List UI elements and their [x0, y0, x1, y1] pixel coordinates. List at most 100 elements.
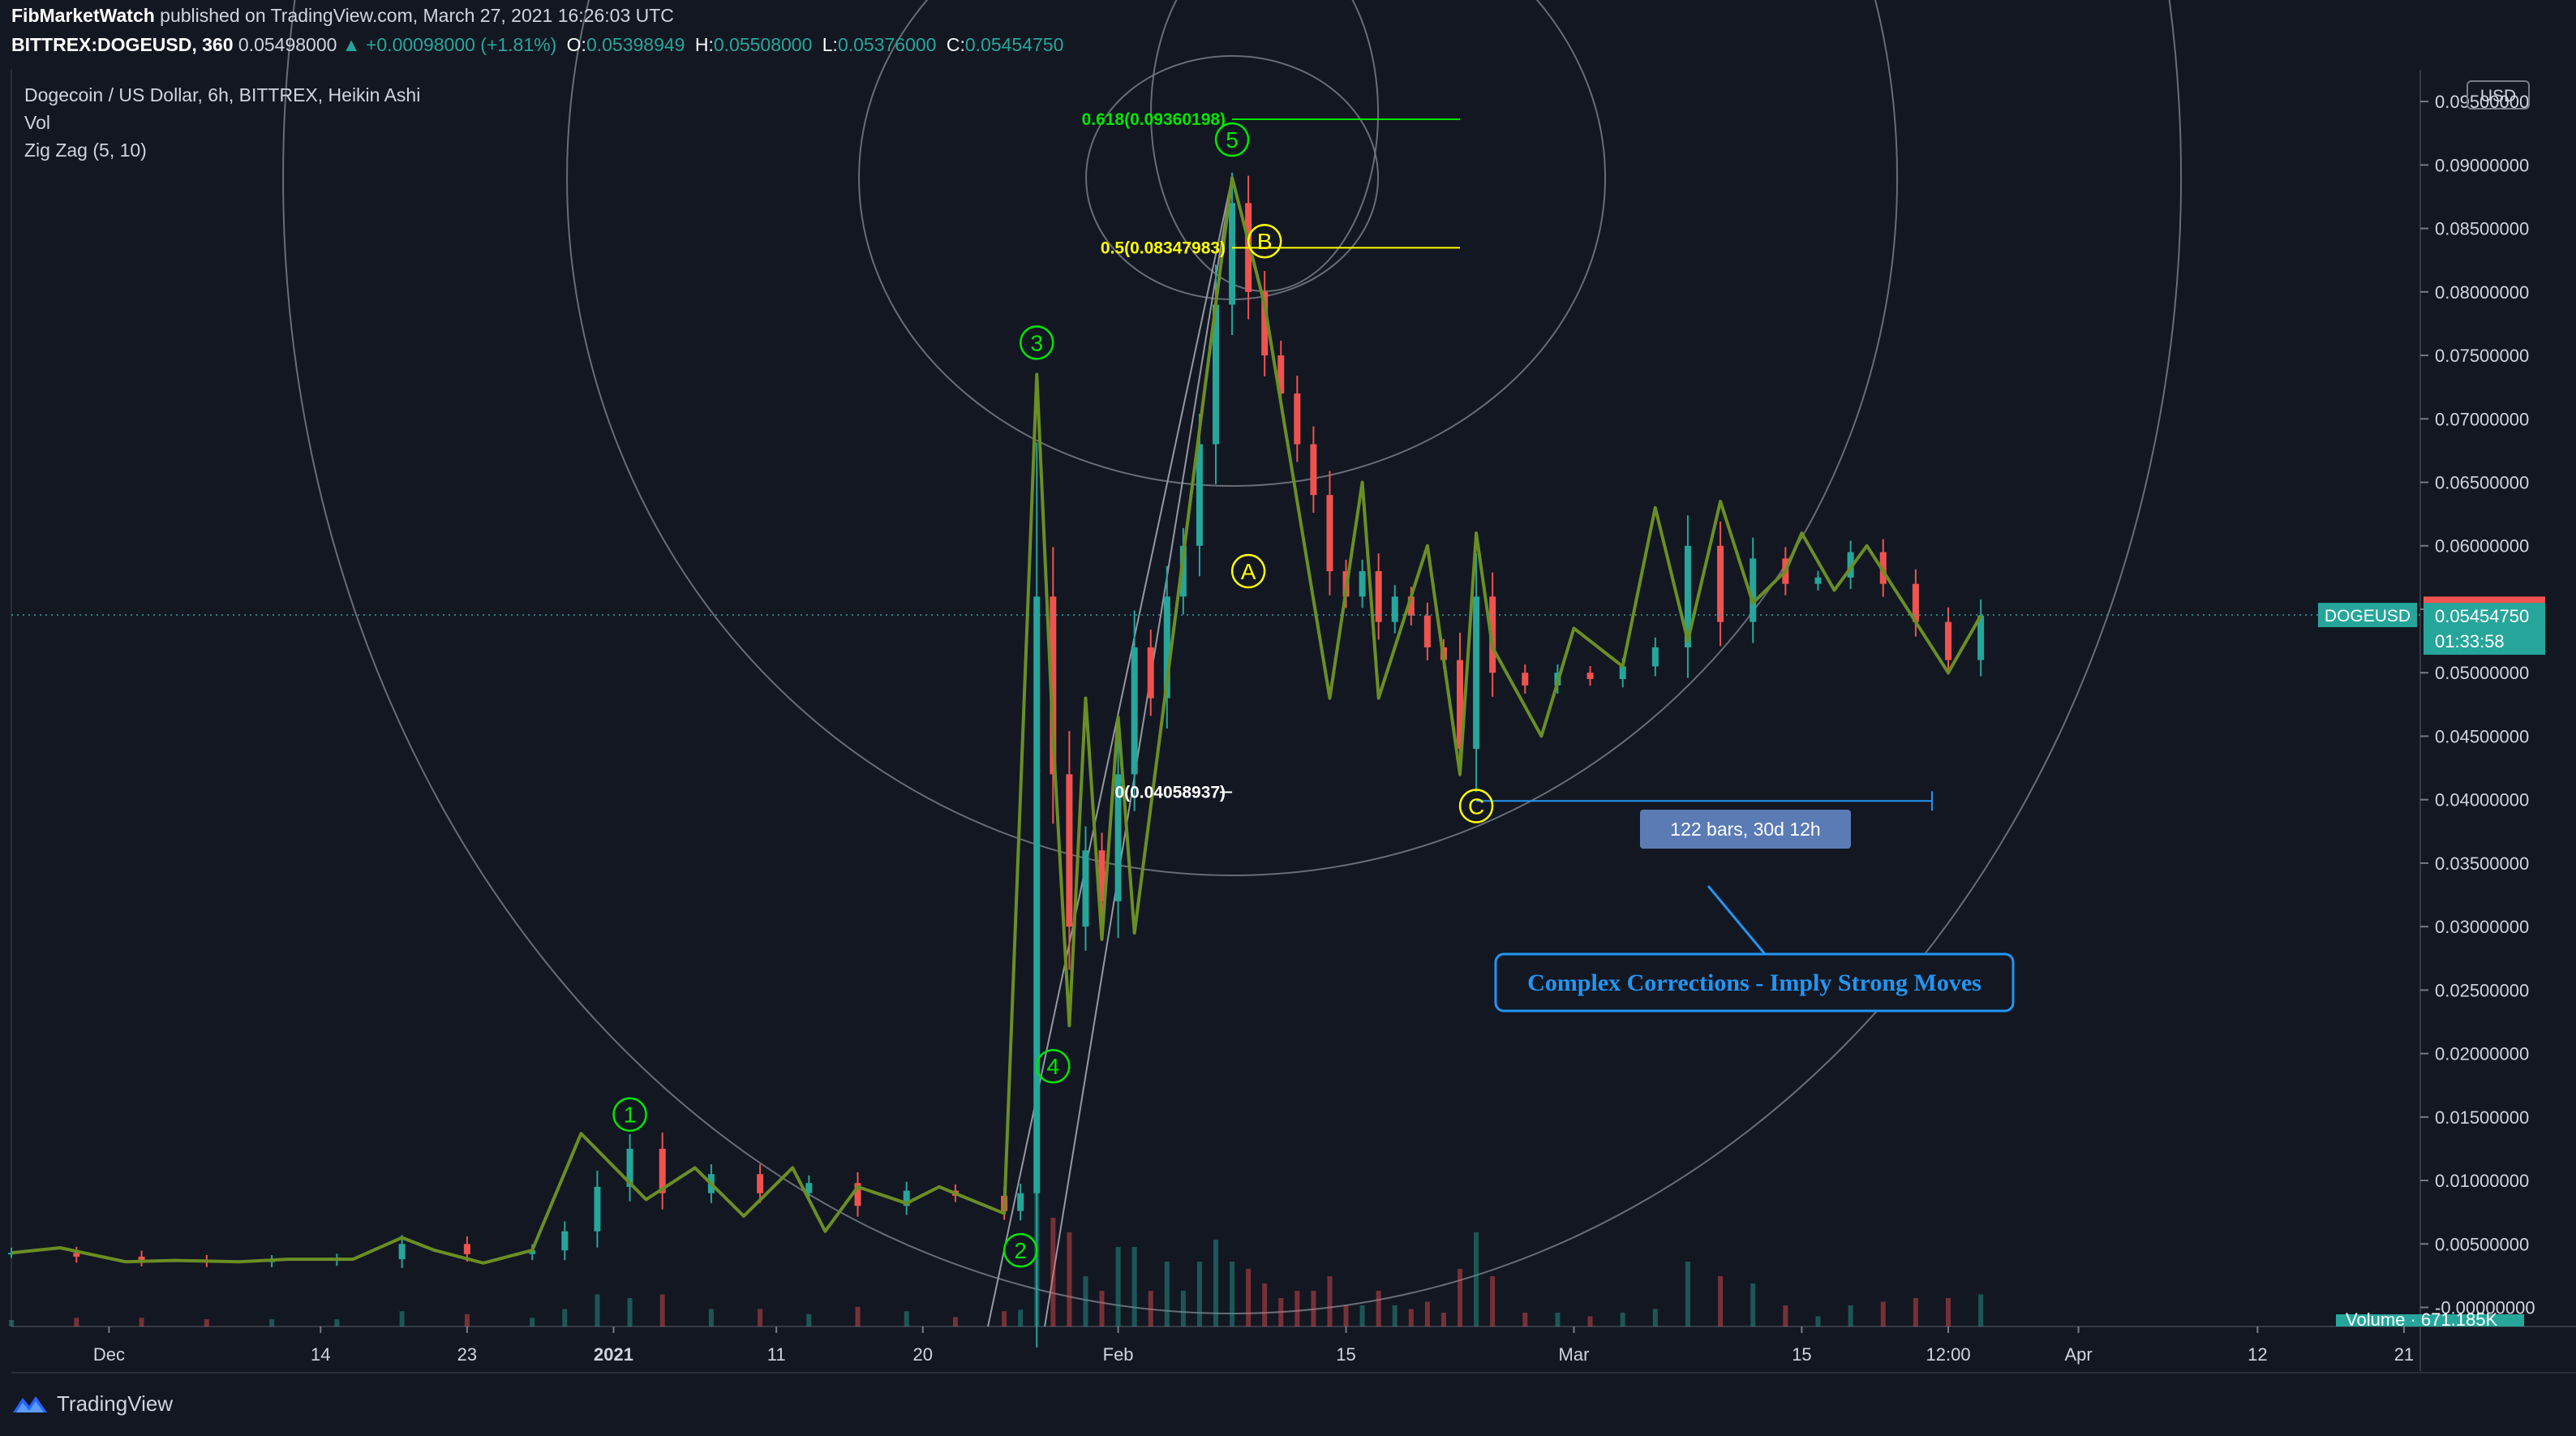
volume-bar: [562, 1309, 568, 1326]
candle-body: [903, 1190, 910, 1206]
volume-bar: [855, 1306, 861, 1326]
price-tags: 0.054980000.0545475001:33:58DOGEUSDVolum…: [11, 596, 2545, 1330]
price-tick-label: 0.06000000: [2435, 536, 2529, 557]
volume-bar: [1848, 1305, 1853, 1326]
bars-range-box[interactable]: [1640, 810, 1851, 849]
candle-body: [1213, 304, 1219, 445]
time-tick-label: 15: [1792, 1344, 1811, 1365]
volume-bar: [627, 1298, 633, 1326]
candle-body: [1375, 571, 1382, 622]
volume-legend[interactable]: Vol: [24, 112, 50, 133]
published-text: published on TradingView.com, March 27, …: [160, 5, 674, 26]
volume-bar: [1115, 1247, 1121, 1326]
price-axis[interactable]: 0.095000000.090000000.085000000.08000000…: [2420, 80, 2535, 1318]
candle-body: [1098, 850, 1106, 901]
symbol-ohlc-bar: BITTREX:DOGEUSD, 360 0.05498000 ▲ +0.000…: [11, 34, 1063, 56]
wave-label-B: B: [1257, 229, 1273, 254]
candle-body: [1847, 552, 1854, 578]
candle-body: [1912, 583, 1919, 622]
candle-body: [1359, 571, 1366, 597]
brand-name: TradingView: [57, 1391, 174, 1416]
volume-bar: [1180, 1291, 1186, 1326]
candle-body: [1522, 673, 1529, 686]
time-tick-label: 2021: [594, 1344, 633, 1365]
candle-body: [1586, 673, 1594, 680]
candle-body: [1147, 647, 1154, 699]
volume-bar: [1522, 1313, 1528, 1326]
volume-bar: [1050, 1218, 1056, 1326]
time-tick-label: 23: [457, 1344, 477, 1365]
ohlc-open-value: 0.05398949: [586, 34, 685, 55]
price-tick-label: 0.01000000: [2435, 1171, 2529, 1191]
price-tick-label: 0.03500000: [2435, 853, 2529, 874]
time-tick-label: Mar: [1559, 1344, 1590, 1365]
zigzag-line: [11, 176, 1982, 1265]
candle-body: [1196, 444, 1203, 546]
wave-label-circle: [1214, 122, 1250, 157]
price-tick-label: 0.02000000: [2435, 1044, 2529, 1064]
candle-body: [8, 1253, 15, 1255]
price-tick-label: 0.09000000: [2435, 155, 2529, 175]
wave-label-circle: [1036, 1048, 1071, 1084]
time-tick-label: Dec: [93, 1344, 125, 1365]
publisher-name[interactable]: FibMarketWatch: [11, 5, 155, 26]
candle-body: [1651, 647, 1659, 667]
price-tick-label: 0.07500000: [2435, 346, 2529, 366]
volume-bar: [530, 1318, 535, 1326]
candle-body: [1407, 596, 1415, 616]
ohlc-close-key: C:: [946, 34, 965, 55]
volume-bar: [806, 1313, 812, 1326]
fib-fan-line-2: [1044, 177, 1234, 1327]
volume-bar: [1815, 1316, 1821, 1326]
callout-box[interactable]: [1494, 952, 2015, 1013]
fib-arc-2: [858, 0, 1606, 487]
candle-body: [73, 1253, 80, 1257]
candle-body: [1717, 545, 1724, 622]
zigzag-indicator: [11, 176, 1982, 1265]
volume-bar: [1440, 1313, 1446, 1326]
volume-bar: [659, 1294, 665, 1326]
volume-bar: [1718, 1276, 1724, 1326]
zigzag-legend[interactable]: Zig Zag (5, 10): [24, 140, 147, 161]
candle-body: [626, 1148, 633, 1187]
fib-fan-line-1: [987, 177, 1234, 1327]
time-axis[interactable]: Dec 14 23 2021 11 20 Feb 15 Mar 15 12:00 Apr 12 21: [93, 1326, 2414, 1365]
wave-label-4: 4: [1047, 1054, 1060, 1079]
currency-button[interactable]: [2467, 80, 2530, 110]
volume-bar: [1392, 1305, 1397, 1326]
volume-bar: [595, 1294, 600, 1326]
symbol-tag: DOGEUSD: [2325, 607, 2411, 626]
candle-body: [1619, 666, 1626, 680]
candle-body: [1423, 615, 1431, 647]
volume-bar: [1490, 1276, 1496, 1326]
ohlc-low-key: L:: [822, 34, 838, 55]
candle-body: [561, 1231, 569, 1251]
ohlc-open-key: O:: [566, 34, 586, 55]
fib-retracement[interactable]: 0.618(0.09360198) 0.5(0.08347983) 0(0.0405…: [1082, 110, 1933, 811]
volume-bar: [1978, 1294, 1984, 1326]
tradingview-brand[interactable]: TradingView: [11, 1389, 173, 1418]
time-tick-label: 12: [2248, 1344, 2267, 1365]
volume-bar: [1620, 1313, 1625, 1326]
candle-body: [1082, 850, 1089, 927]
volume-tag-bg: [2336, 1314, 2524, 1326]
candle-body: [1131, 647, 1138, 775]
candle-body: [1489, 596, 1496, 673]
current-price-tag: 0.05454750: [2435, 606, 2529, 626]
chart-annotations[interactable]: 122 bars, 30d 12h Complex Corrections - I…: [1494, 810, 2015, 1013]
price-tick-label: 0.03000000: [2435, 917, 2529, 937]
volume-bar: [1311, 1291, 1316, 1326]
volume-bar: [1474, 1232, 1479, 1326]
volume-tag: Volume · 671.185K: [2346, 1309, 2497, 1330]
volume-bar: [1230, 1262, 1235, 1326]
price-tick-label: 0.02500000: [2435, 980, 2529, 1000]
wave-label-2: 2: [1014, 1238, 1027, 1263]
volume-bar: [9, 1320, 14, 1326]
time-tick-label: Apr: [2064, 1344, 2092, 1365]
fib-arc-1: [566, 0, 1898, 876]
volume-bar: [1083, 1276, 1088, 1326]
candle-body: [1326, 495, 1333, 572]
series-legend-title[interactable]: Dogecoin / US Dollar, 6h, BITTREX, Heiki…: [24, 84, 421, 105]
